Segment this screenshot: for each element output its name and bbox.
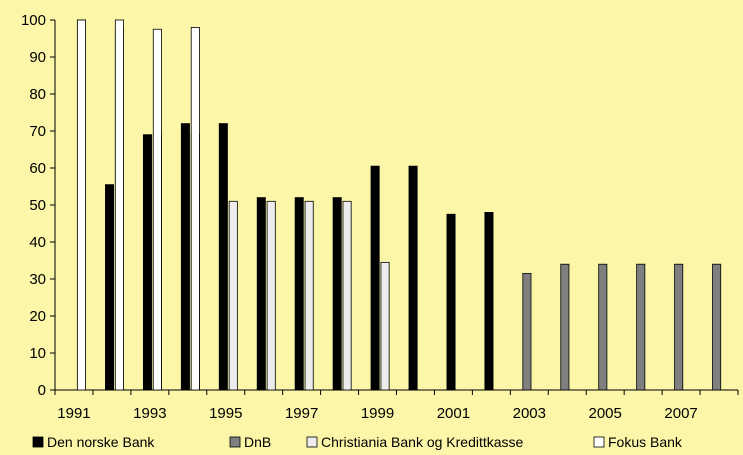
bar-fokus-bank-1992 [114, 19, 124, 391]
legend-label: DnB [244, 434, 271, 450]
y-tick-label: 20 [29, 308, 46, 325]
bar-den-norske-bank-1996 [256, 197, 266, 391]
bar-den-norske-bank-1998 [332, 197, 342, 391]
y-tick-label: 40 [29, 234, 46, 251]
legend-label: Den norske Bank [47, 434, 155, 450]
bar-den-norske-bank-1994 [180, 123, 190, 391]
bar-christiania-bank-og-kredittkasse-1995 [228, 200, 238, 391]
y-tick-label: 80 [29, 86, 46, 103]
legend-item: Christiania Bank og Kredittkasse [306, 434, 524, 450]
x-axis: 1991 1993 1995 1997 1999 2001 2003 2005 2007 [54, 389, 739, 422]
bar-dnb-2005 [598, 263, 608, 391]
legend-item: Den norske Bank [32, 434, 155, 450]
x-tick-label: 1995 [209, 405, 242, 422]
legend: Den norske Bank DnB Christiania Bank og Kr… [32, 434, 683, 450]
bar-den-norske-bank-1997 [294, 197, 304, 391]
legend-swatch [229, 436, 241, 448]
y-tick-label: 100 [21, 12, 46, 29]
y-tick-label: 10 [29, 345, 46, 362]
y-tick-label: 0 [38, 382, 46, 399]
bar-dnb-2008 [712, 263, 722, 391]
x-tick-label: 1991 [57, 405, 90, 422]
y-tick-label: 90 [29, 49, 46, 66]
bar-dnb-2003 [522, 273, 532, 391]
legend-label: Fokus Bank [608, 434, 683, 450]
bar-den-norske-bank-1995 [218, 123, 228, 391]
bar-christiania-bank-og-kredittkasse-1997 [304, 200, 314, 391]
bar-dnb-2006 [636, 263, 646, 391]
y-tick-label: 50 [29, 197, 46, 214]
bar-den-norske-bank-1999 [370, 165, 380, 391]
legend-swatch [32, 436, 44, 448]
x-tick-label: 2003 [513, 405, 546, 422]
legend-swatch [593, 436, 605, 448]
bar-den-norske-bank-2000 [408, 165, 418, 391]
x-tick-label: 2007 [664, 405, 697, 422]
bar-dnb-2004 [560, 263, 570, 391]
bar-fokus-bank-1993 [152, 28, 162, 391]
x-tick-label: 2005 [589, 405, 622, 422]
legend-swatch [306, 436, 318, 448]
x-tick-label: 2001 [437, 405, 470, 422]
bar-fokus-bank-1991 [76, 19, 86, 391]
bar-fokus-bank-1994 [190, 26, 200, 391]
y-tick-label: 70 [29, 123, 46, 140]
x-tick-label: 1999 [361, 405, 394, 422]
x-tick-label: 1993 [133, 405, 166, 422]
bar-dnb-2007 [674, 263, 684, 391]
x-tick-label: 1997 [285, 405, 318, 422]
legend-item: Fokus Bank [593, 434, 683, 450]
bar-den-norske-bank-2001 [446, 213, 456, 391]
bar-christiania-bank-og-kredittkasse-1998 [342, 200, 352, 391]
bar-christiania-bank-og-kredittkasse-1999 [380, 261, 390, 391]
bar-christiania-bank-og-kredittkasse-1996 [266, 200, 276, 391]
bars [76, 19, 722, 391]
y-axis: 0 10 20 30 40 50 60 70 80 90 100 [21, 12, 56, 399]
y-tick-label: 60 [29, 160, 46, 177]
bar-den-norske-bank-1993 [142, 134, 152, 391]
legend-item: DnB [229, 434, 271, 450]
bar-den-norske-bank-2002 [484, 211, 494, 391]
y-tick-label: 30 [29, 271, 46, 288]
legend-label: Christiania Bank og Kredittkasse [321, 434, 524, 450]
bar-den-norske-bank-1992 [105, 184, 115, 391]
